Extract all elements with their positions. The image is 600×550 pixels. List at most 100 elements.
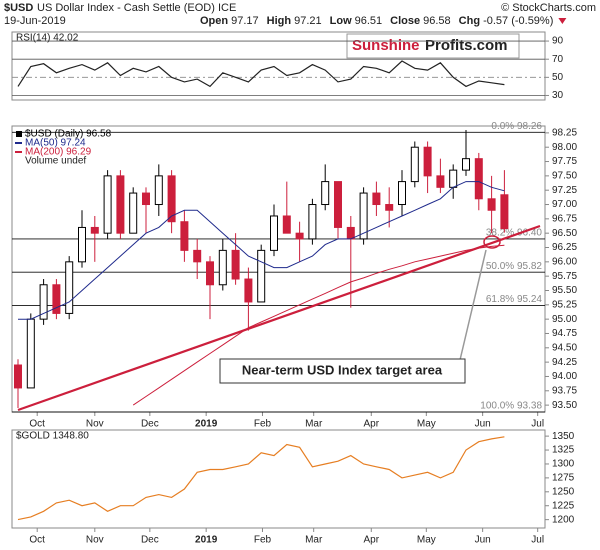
down-arrow [558,18,567,24]
panel-title: RSI(14) 42.02 [16,33,79,44]
y-tick-label: 1275 [552,473,575,484]
moving-average [18,181,505,320]
layers: 30 50 70 90 RSI(14) 42.02 93.50 93.75 94.00 94.2… [12,33,577,546]
logo-box [346,33,520,59]
x-tick-label: Apr [363,419,379,430]
candle-body [52,284,61,314]
date: 19-Jun-2019 [4,15,66,27]
x-tick-label: Mar [305,419,323,430]
candle-body [231,249,240,280]
candle-body [39,284,48,320]
y-tick-label: 95.00 [552,314,577,325]
candle-body [474,158,483,200]
symbol: $USD [4,2,33,14]
target-circle [483,235,501,249]
y-tick-label: 1350 [552,431,575,442]
y-tick-label: 94.25 [552,357,577,368]
y-tick-label: 94.50 [552,342,577,353]
gold-frame [11,429,546,529]
y-tick-label: 95.75 [552,271,577,282]
x-tick-label: 2019 [195,535,218,546]
y-tick-label: 95.25 [552,299,577,310]
fib-label: 50.0% 95.82 [486,261,543,272]
candle-body [372,192,381,206]
quote-value: 97.17 [231,15,259,27]
quote-value: 96.51 [355,15,383,27]
change-value: -0.57 (-0.59%) [483,15,553,27]
x-tick-label: Dec [141,535,159,546]
source: © StockCharts.com [501,2,596,14]
candle-body [180,221,189,251]
candle-body [206,261,214,286]
candle-body [410,146,419,183]
candle-body [244,278,253,303]
change-label: Chg [459,15,480,27]
candle-body [462,158,470,171]
y-tick-label: 70 [552,54,564,65]
candle-body [218,249,227,286]
candle-body [129,192,138,234]
candle-body [142,192,150,206]
candle-body [334,181,342,228]
x-tick-label: Jun [475,419,491,430]
candle-body [346,226,355,240]
candle-body [116,175,125,234]
candle-body [154,175,163,206]
y-tick-label: 96.75 [552,213,577,224]
y-tick-label: 96.25 [552,242,577,253]
annotation: Near-term USD Index target area [242,362,443,377]
quote-label: Open [200,15,228,27]
moving-average [132,244,505,406]
quote-label: Low [330,15,352,27]
panel-title: $GOLD 1348.80 [16,431,89,442]
quote-value: 97.21 [294,15,322,27]
candle-body [436,175,445,188]
x-tick-label: Apr [363,535,379,546]
candle-body [193,249,202,263]
fib-label: 61.8% 95.24 [486,294,543,305]
y-tick-label: 93.75 [552,385,577,396]
y-tick-label: 97.00 [552,199,577,210]
candle-body [270,215,278,251]
x-tick-label: May [417,419,436,430]
x-tick-label: Nov [86,535,104,546]
candle-body [385,204,394,211]
trend-line [17,224,541,412]
y-tick-label: 97.25 [552,185,577,196]
y-tick-label: 1225 [552,500,575,511]
y-tick-label: 93.50 [552,400,577,411]
line [17,60,505,88]
y-tick-label: 97.75 [552,156,577,167]
candle-body [321,181,330,206]
y-tick-label: 95.50 [552,285,577,296]
candle-body [65,261,74,314]
logo-text: Profits.com [425,37,508,54]
quote: Open 97.17 High 97.21 Low 96.51 Close 96.58 Chg -… [200,15,567,27]
x-tick-label: Mar [305,535,323,546]
x-tick-label: Jul [531,535,544,546]
candle-body [308,204,317,240]
y-tick-label: 96.00 [552,256,577,267]
candle-body [167,175,176,223]
annotation-pointer [459,249,487,361]
y-tick-label: 30 [552,90,564,101]
candle-body [295,232,304,240]
x-tick-label: Oct [29,419,45,430]
annotation-box [219,358,466,384]
quote-label: Close [390,15,420,27]
x-tick-label: Feb [254,419,272,430]
legend-entry: MA(50) 97.24 [25,138,86,149]
y-tick-label: 1200 [552,514,575,525]
quote-label: High [267,15,292,27]
logo: Sunshine Profits.com [346,33,520,59]
rsi-frame [11,31,546,101]
y-tick-label: 98.25 [552,128,577,139]
y-tick-label: 97.50 [552,171,577,182]
candle-body [14,364,22,389]
candle-body [257,249,266,303]
quote-value: 96.58 [423,15,451,27]
candle-body [359,192,368,240]
y-tick-label: 90 [552,36,564,47]
y-tick-label: 50 [552,72,564,83]
